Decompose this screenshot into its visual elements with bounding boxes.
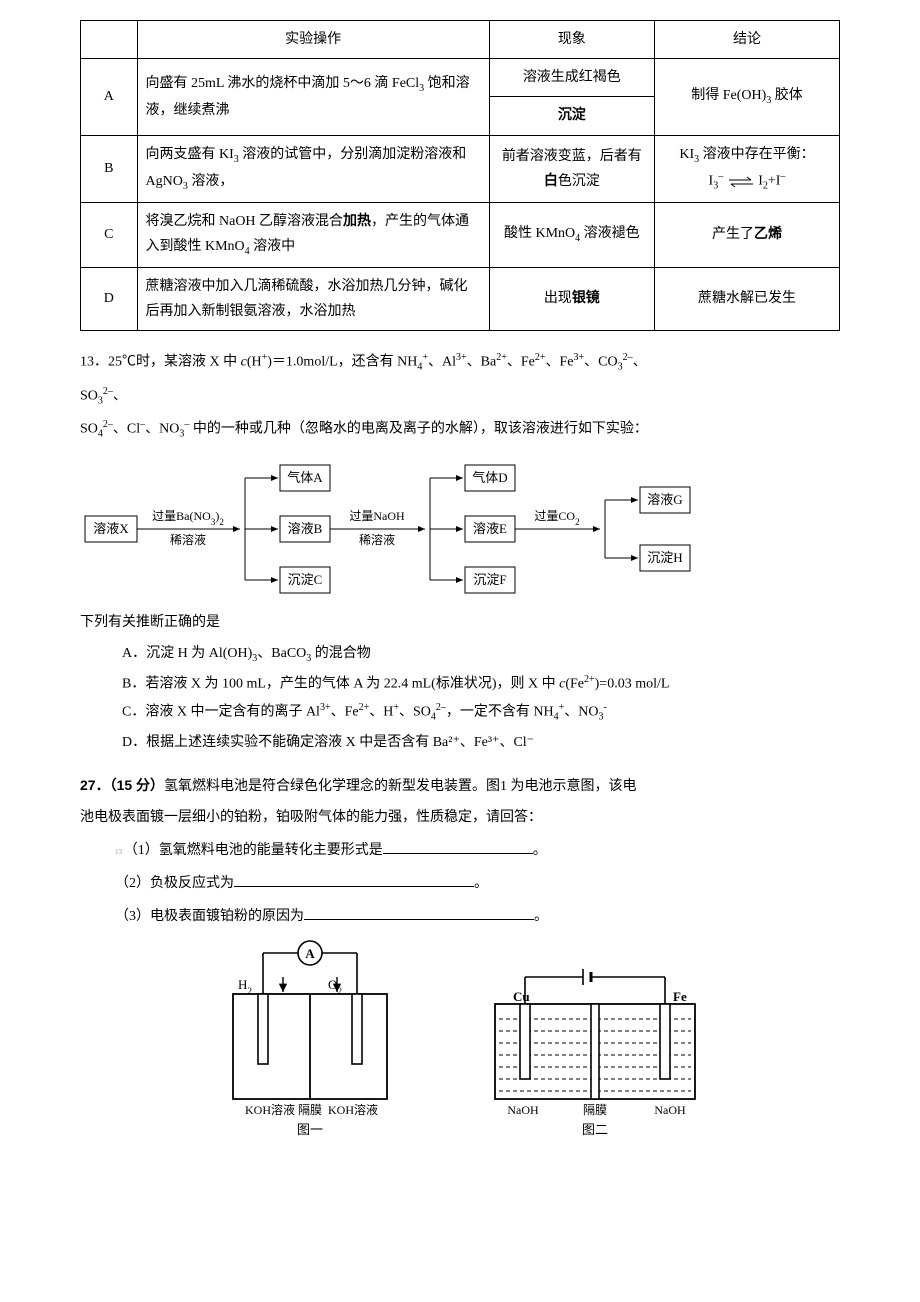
- table-cell-conc: 蔗糖水解已发生: [654, 267, 839, 330]
- table-cell-phen-sub: 沉淀: [489, 97, 654, 135]
- experiment-table: 实验操作 现象 结论 A 向盛有 25mL 沸水的烧杯中滴加 5～6 滴 FeC…: [80, 20, 840, 331]
- table-header-phen: 现象: [489, 21, 654, 59]
- fill-blank[interactable]: [383, 836, 533, 854]
- q27-sub3: （3）电极表面镀铂粉的原因为。: [80, 902, 840, 929]
- q13-option-d: D．根据上述连续实验不能确定溶液 X 中是否含有 Ba²⁺、Fe³⁺、Cl⁻: [80, 730, 840, 755]
- table-cell-phen: 前者溶液变蓝，后者有白色沉淀: [489, 135, 654, 202]
- q13-option-a: A．沉淀 H 为 Al(OH)3、BaCO3 的混合物: [80, 641, 840, 668]
- svg-text:气体A: 气体A: [287, 470, 323, 485]
- svg-text:NaOH: NaOH: [507, 1103, 539, 1117]
- svg-text:稀溶液: 稀溶液: [170, 532, 206, 547]
- table-cell-op: 将溴乙烷和 NaOH 乙醇溶液混合加热，产生的气体通入到酸性 KMnO4 溶液中: [137, 202, 489, 267]
- svg-text:KOH溶液: KOH溶液: [328, 1102, 378, 1117]
- q13-line3: SO42–、Cl–、NO3– 中的一种或几种（忽略水的电离及离子的水解），取该溶…: [80, 416, 840, 443]
- svg-text:NaOH: NaOH: [654, 1103, 686, 1117]
- table-cell-phen: 出现银镜: [489, 267, 654, 330]
- q13-line2: SO32–、: [80, 383, 840, 410]
- fill-blank[interactable]: [234, 869, 474, 887]
- svg-text:气体D: 气体D: [472, 470, 507, 485]
- q13-flowchart: 溶液X 过量Ba(NO3)2 稀溶液 气体A 溶液B 沉淀C 过量NaOH 稀溶…: [80, 456, 840, 596]
- table-cell-conc: KI3 溶液中存在平衡： I3– I2+I–: [654, 135, 839, 202]
- table-header-conc: 结论: [654, 21, 839, 59]
- svg-text:A: A: [305, 946, 315, 961]
- q13-option-c: C．溶液 X 中一定含有的离子 Al3+、Fe2+、H+、SO42–，一定不含有…: [80, 699, 840, 726]
- svg-text:过量Ba(NO3)2: 过量Ba(NO3)2: [152, 509, 224, 527]
- table-header-blank: [81, 21, 138, 59]
- table-row-label: B: [81, 135, 138, 202]
- svg-text:溶液X: 溶液X: [93, 521, 129, 536]
- svg-text:溶液G: 溶液G: [647, 492, 682, 507]
- svg-text:沉淀F: 沉淀F: [473, 572, 506, 587]
- table-cell-op: 向两支盛有 KI3 溶液的试管中，分别滴加淀粉溶液和 AgNO3 溶液，: [137, 135, 489, 202]
- q27-sub2: （2）负极反应式为。: [80, 869, 840, 896]
- q13-line1: 13．25℃时，某溶液 X 中 c(H+)＝1.0mol/L，还含有 NH4+、…: [80, 349, 840, 376]
- table-cell-op: 向盛有 25mL 沸水的烧杯中滴加 5～6 滴 FeCl3 饱和溶液，继续煮沸: [137, 59, 489, 135]
- svg-text:沉淀H: 沉淀H: [647, 550, 682, 565]
- q27-sub1: 13 （1）氢氧燃料电池的能量转化主要形式是。: [80, 836, 840, 863]
- svg-text:隔膜: 隔膜: [583, 1103, 607, 1117]
- svg-text:过量CO2: 过量CO2: [534, 509, 579, 527]
- table-cell-op: 蔗糖溶液中加入几滴稀硫酸，水浴加热几分钟，碱化后再加入新制银氨溶液，水浴加热: [137, 267, 489, 330]
- svg-text:过量NaOH: 过量NaOH: [349, 509, 405, 523]
- q27-intro: 27．（15 分）氢氧燃料电池是符合绿色化学理念的新型发电装置。图1 为电池示意…: [80, 773, 840, 799]
- svg-text:KOH溶液: KOH溶液: [245, 1102, 295, 1117]
- table-cell-conc: 制得 Fe(OH)3 胶体: [654, 59, 839, 135]
- svg-text:溶液B: 溶液B: [288, 521, 323, 536]
- svg-text:隔膜: 隔膜: [298, 1103, 322, 1117]
- figure-1: A H2 O2 KOH溶液 隔膜 KOH溶液 图一: [205, 939, 415, 1139]
- q27-intro2: 池电极表面镀一层细小的铂粉，铂吸附气体的能力强，性质稳定，请回答：: [80, 805, 840, 830]
- svg-text:沉淀C: 沉淀C: [288, 572, 323, 587]
- figure-2: Cu Fe NaOH 隔膜 NaOH 图二: [475, 959, 715, 1139]
- svg-text:溶液E: 溶液E: [473, 521, 507, 536]
- table-cell-phen: 溶液生成红褐色: [489, 59, 654, 97]
- equilibrium-arrow-icon: [727, 176, 755, 188]
- svg-text:Cu: Cu: [513, 989, 530, 1004]
- fill-blank[interactable]: [304, 902, 534, 920]
- table-header-op: 实验操作: [137, 21, 489, 59]
- table-cell-conc: 产生了乙烯: [654, 202, 839, 267]
- table-cell-phen: 酸性 KMnO4 溶液褪色: [489, 202, 654, 267]
- svg-text:Fe: Fe: [673, 989, 687, 1004]
- q13-caption: 下列有关推断正确的是: [80, 610, 840, 635]
- table-row-label: D: [81, 267, 138, 330]
- svg-text:图二: 图二: [582, 1122, 608, 1137]
- table-row-label: C: [81, 202, 138, 267]
- svg-text:图一: 图一: [297, 1122, 323, 1137]
- q13-option-b: B．若溶液 X 为 100 mL，产生的气体 A 为 22.4 mL(标准状况)…: [80, 671, 840, 697]
- table-row-label: A: [81, 59, 138, 135]
- svg-text:稀溶液: 稀溶液: [359, 532, 395, 547]
